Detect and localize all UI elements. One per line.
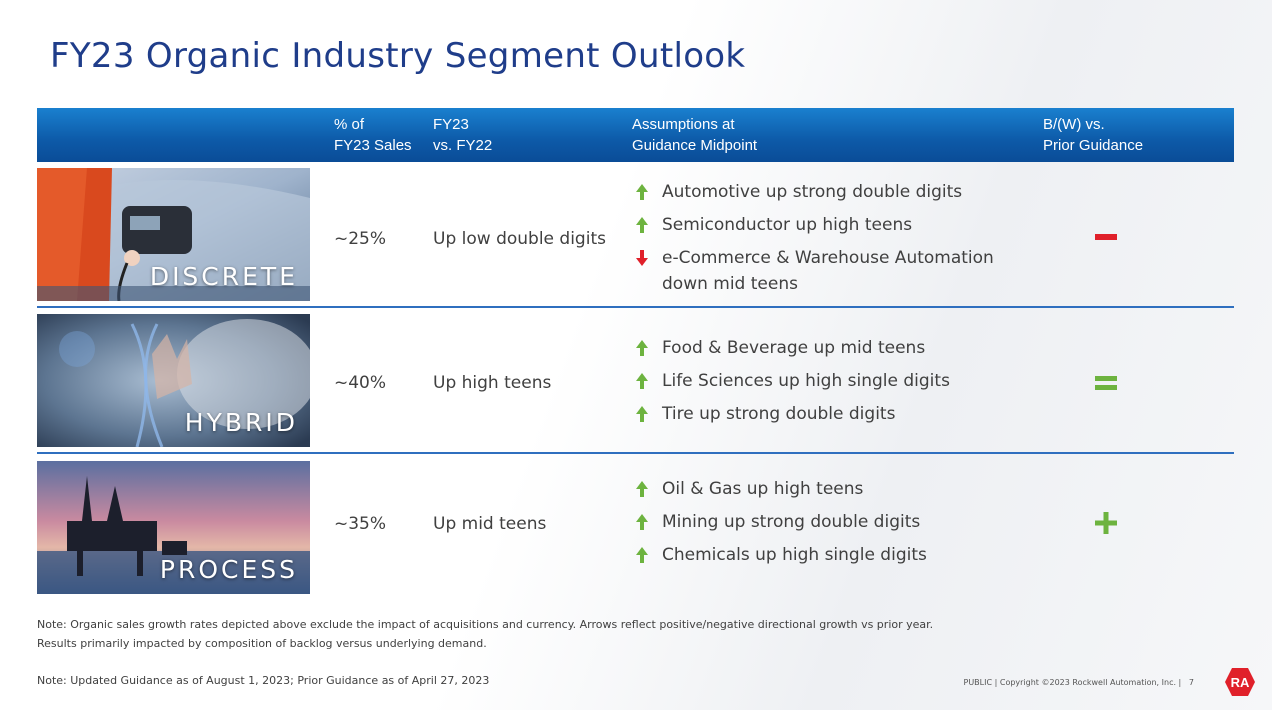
header-pct-sales: % of FY23 Sales: [334, 116, 412, 154]
segment-label: DISCRETE: [149, 262, 298, 291]
plus-icon: [1095, 512, 1117, 539]
table-header: % of FY23 Sales FY23 vs. FY22 Assumption…: [37, 108, 1234, 162]
footnote-guidance-dates: Note: Updated Guidance as of August 1, 2…: [37, 674, 490, 687]
minus-icon: [1095, 226, 1117, 253]
arrow-up-icon: [636, 514, 648, 530]
hybrid-image: HYBRID: [37, 314, 310, 447]
arrow-up-icon: [636, 406, 648, 422]
assumption-item: Semiconductor up high teens: [634, 212, 1024, 238]
growth: Up low double digits: [433, 229, 606, 249]
pct-sales: ~25%: [334, 229, 387, 249]
assumption-item: Food & Beverage up mid teens: [634, 335, 1024, 361]
page-title: FY23 Organic Industry Segment Outlook: [50, 36, 746, 76]
growth: Up mid teens: [433, 514, 547, 534]
arrow-up-icon: [636, 547, 648, 563]
pct-sales: ~40%: [334, 373, 387, 393]
segment-label: HYBRID: [184, 408, 298, 437]
row-divider: [37, 306, 1234, 308]
arrow-up-icon: [636, 340, 648, 356]
header-growth: FY23 vs. FY22: [433, 116, 493, 154]
discrete-image: DISCRETE: [37, 168, 310, 301]
arrow-up-icon: [636, 217, 648, 233]
table-row-process: PROCESS ~35% Up mid teens Oil & Gas up h…: [37, 454, 1234, 600]
assumption-item: Automotive up strong double digits: [634, 179, 1024, 205]
assumptions-list: Food & Beverage up mid teens Life Scienc…: [634, 335, 1024, 434]
rockwell-logo: RA: [1224, 667, 1256, 697]
equals-icon: [1095, 372, 1117, 399]
assumption-item: Tire up strong double digits: [634, 401, 1024, 427]
process-image: PROCESS: [37, 461, 310, 594]
svg-text:RA: RA: [1231, 675, 1250, 690]
assumptions-list: Oil & Gas up high teens Mining up strong…: [634, 476, 1024, 575]
footnote-methodology: Note: Organic sales growth rates depicte…: [37, 618, 934, 650]
assumption-item: Chemicals up high single digits: [634, 542, 1024, 568]
arrow-down-icon: [636, 250, 648, 266]
segment-label: PROCESS: [159, 555, 298, 584]
assumption-item: Life Sciences up high single digits: [634, 368, 1024, 394]
assumption-item: Oil & Gas up high teens: [634, 476, 1024, 502]
copyright-footer: PUBLIC | Copyright ©2023 Rockwell Automa…: [963, 678, 1195, 687]
header-vs-prior: B/(W) vs. Prior Guidance: [1043, 116, 1144, 154]
table-row-hybrid: HYBRID ~40% Up high teens Food & Beverag…: [37, 308, 1234, 454]
pct-sales: ~35%: [334, 514, 387, 534]
header-assumptions: Assumptions at Guidance Midpoint: [632, 116, 758, 154]
arrow-up-icon: [636, 373, 648, 389]
arrow-up-icon: [636, 184, 648, 200]
assumptions-list: Automotive up strong double digits Semic…: [634, 179, 1024, 304]
row-divider: [37, 452, 1234, 454]
table-row-discrete: DISCRETE ~25% Up low double digits Autom…: [37, 162, 1234, 308]
growth: Up high teens: [433, 373, 552, 393]
assumption-item: e-Commerce & Warehouse Automation down m…: [634, 245, 1024, 297]
page-number: 7: [1188, 678, 1194, 687]
arrow-up-icon: [636, 481, 648, 497]
assumption-item: Mining up strong double digits: [634, 509, 1024, 535]
